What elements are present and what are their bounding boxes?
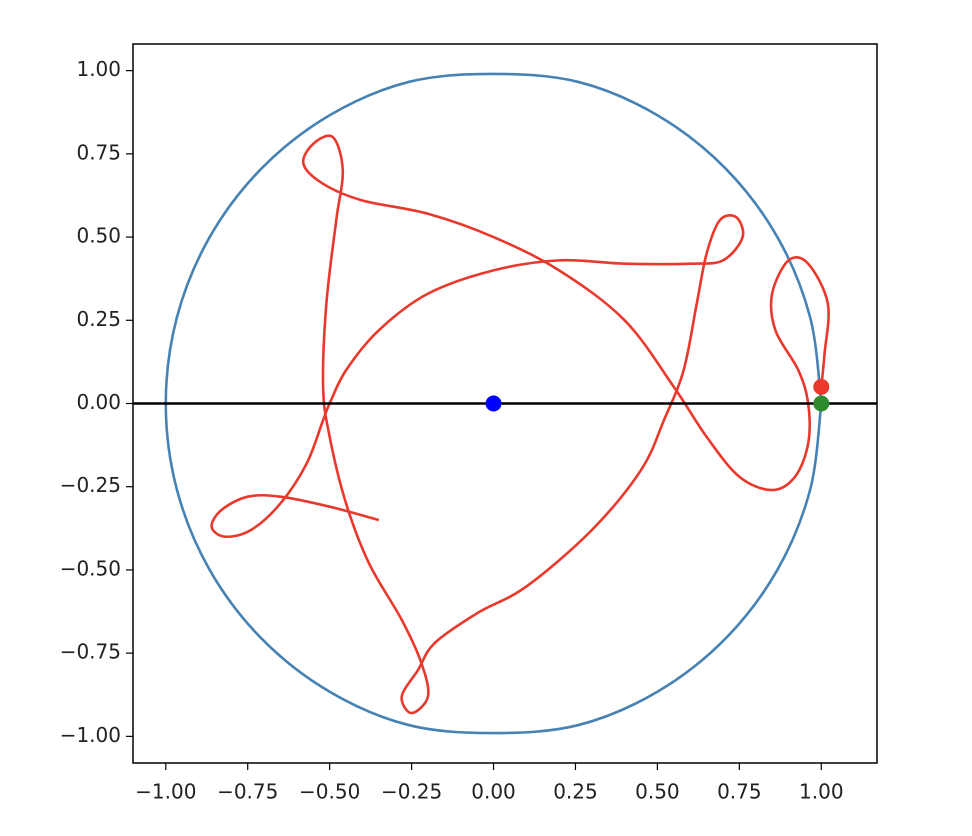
plot-frame (132, 43, 878, 764)
y-tick-label: 0.75 (76, 140, 121, 164)
x-tick-label: 0.50 (635, 780, 680, 804)
y-tick-label: 0.25 (76, 307, 121, 331)
y-tick-label: −0.25 (60, 473, 121, 497)
x-tick-label: −1.00 (135, 780, 196, 804)
point (485, 395, 502, 412)
y-tick-label: −0.50 (60, 556, 121, 580)
x-tick-label: 1.00 (799, 780, 844, 804)
line (210, 134, 830, 715)
y-tick-label: −0.75 (60, 640, 121, 664)
point (813, 395, 830, 412)
y-tick-label: 1.00 (76, 57, 121, 81)
x-tick-label: −0.75 (217, 780, 278, 804)
x-tick-label: 0.75 (717, 780, 762, 804)
y-tick-label: 0.50 (76, 224, 121, 248)
x-tick-label: −0.25 (381, 780, 442, 804)
x-tick-label: 0.25 (553, 780, 598, 804)
y-tick-label: −1.00 (60, 723, 121, 747)
x-tick-label: 0.00 (471, 780, 516, 804)
point (813, 378, 830, 395)
x-tick-label: −0.50 (299, 780, 360, 804)
y-tick-label: 0.00 (76, 390, 121, 414)
